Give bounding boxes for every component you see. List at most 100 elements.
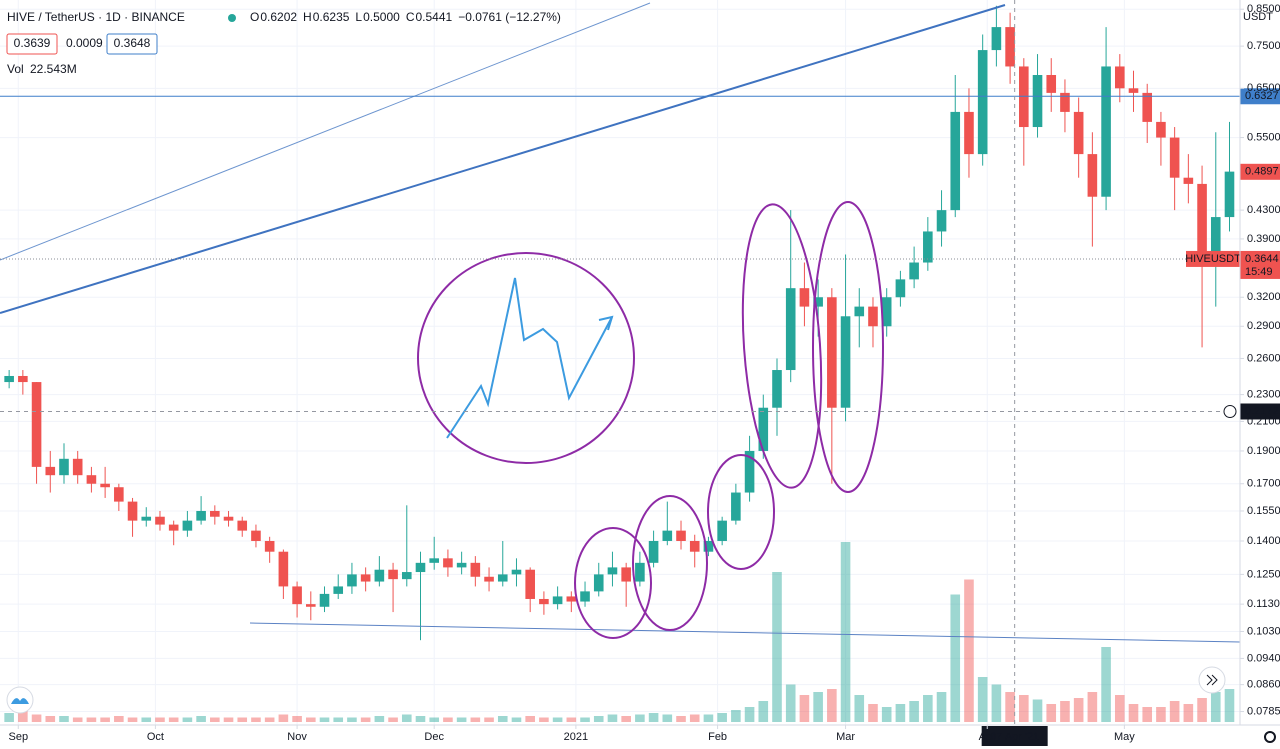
bid-box[interactable]	[6, 33, 58, 55]
symbol-title: HIVE / TetherUS · 1D · BINANCE	[7, 10, 185, 24]
volume-bar	[689, 714, 700, 722]
status-dot	[228, 14, 236, 22]
candle-body	[347, 574, 357, 587]
volume-bar	[607, 714, 618, 722]
ohlc-value: 0.6235	[313, 10, 350, 24]
y-tick-label: 0.2300	[1247, 389, 1280, 401]
x-tick-label: 2021	[564, 731, 588, 743]
ohlc-change: −0.0761 (−12.27%)	[458, 10, 561, 24]
candle-body	[1114, 66, 1125, 89]
volume-bar	[950, 594, 961, 722]
volume-bar	[182, 717, 193, 722]
bid: 0.3639	[14, 36, 51, 50]
volume-bar	[388, 717, 398, 722]
volume-bar	[306, 717, 316, 722]
x-tick-label: Dec	[424, 731, 444, 743]
ask-box[interactable]	[106, 33, 158, 55]
volume-bar	[319, 717, 330, 722]
candle-body	[31, 382, 42, 467]
volume-bar	[1169, 701, 1180, 722]
candle-body	[484, 576, 494, 582]
circle[interactable]	[632, 495, 708, 631]
ohlc-value: 0.5441	[415, 10, 452, 24]
candle-body	[827, 297, 837, 408]
price-tag-label: 0.6327	[1245, 90, 1279, 102]
y-tick-label: 0.1030	[1247, 625, 1280, 637]
candle-body	[497, 574, 508, 582]
candle-body	[539, 598, 549, 605]
candle-body	[593, 574, 604, 592]
candle-body	[59, 458, 69, 476]
circle[interactable]	[707, 454, 775, 570]
candle-body	[1156, 121, 1166, 138]
candle-body	[1060, 92, 1070, 112]
circle[interactable]	[574, 527, 652, 639]
volume-bar	[827, 689, 837, 722]
crosshair-x-tag	[981, 726, 1048, 746]
candle-body	[223, 516, 234, 521]
currency-label: USDT	[1243, 11, 1273, 23]
x-tick-label: Nov	[287, 731, 307, 743]
arrow-head	[598, 315, 614, 331]
volume-bar	[196, 716, 206, 722]
volume-bar	[977, 677, 988, 722]
y-tick-label: 0.1550	[1247, 505, 1280, 517]
candle-body	[1087, 154, 1098, 197]
logo[interactable]	[6, 686, 34, 714]
volume-bar	[292, 716, 302, 722]
logo-icon	[11, 698, 29, 704]
circle[interactable]	[812, 201, 884, 493]
y-tick-label: 0.0785	[1247, 705, 1280, 717]
candle-body	[868, 306, 878, 327]
countdown: 15:49	[1245, 266, 1273, 278]
volume-bar	[1005, 692, 1015, 722]
symbol-tag	[1186, 250, 1240, 267]
y-tick-label: 0.1400	[1247, 535, 1280, 547]
price-tag	[1240, 163, 1280, 180]
add-alert-button[interactable]	[1223, 404, 1237, 418]
candle-body	[936, 210, 947, 232]
trend-line[interactable]	[0, 2, 651, 261]
volume-bar	[964, 579, 974, 722]
y-tick-label: 0.0860	[1247, 679, 1280, 691]
volume-bar	[731, 710, 741, 722]
volume-label: Vol	[7, 62, 24, 76]
volume-bar	[1019, 695, 1029, 722]
volume-bar	[237, 717, 248, 722]
volume-bar	[223, 717, 234, 722]
y-tick-label: 0.3900	[1247, 233, 1280, 245]
volume-bar	[676, 716, 686, 722]
volume-bar	[566, 717, 577, 722]
volume-bar	[264, 717, 275, 722]
volume-bar	[251, 717, 261, 722]
candle-body	[635, 562, 645, 582]
candle-body	[306, 604, 316, 607]
path-drawing[interactable]	[446, 277, 613, 439]
settings-icon[interactable]	[1264, 731, 1276, 743]
volume-bar	[909, 701, 919, 722]
spread: 0.0009	[66, 36, 103, 50]
volume-bar	[758, 701, 769, 722]
volume-bar	[1114, 695, 1125, 722]
x-tick-label: Feb	[708, 731, 727, 743]
y-tick-label: 0.2100	[1247, 415, 1280, 427]
candle-body	[648, 540, 659, 563]
candle-body	[909, 262, 919, 280]
candle-body	[388, 569, 398, 580]
circle[interactable]	[417, 252, 635, 464]
candle-body	[443, 558, 453, 568]
volume-bar	[1046, 704, 1057, 722]
candle-body	[717, 520, 727, 541]
candle-body	[1073, 111, 1084, 155]
y-tick-label: 0.6500	[1247, 82, 1280, 94]
volume-bar	[593, 716, 604, 722]
ohlc-key: C	[406, 10, 415, 24]
trend-line[interactable]	[249, 622, 1240, 643]
y-tick-label: 0.2600	[1247, 352, 1280, 364]
candle-body	[840, 316, 851, 408]
volume-bar	[936, 692, 947, 722]
trend-line[interactable]	[0, 4, 1006, 314]
circle[interactable]	[734, 202, 830, 491]
volume-bar	[100, 717, 110, 722]
